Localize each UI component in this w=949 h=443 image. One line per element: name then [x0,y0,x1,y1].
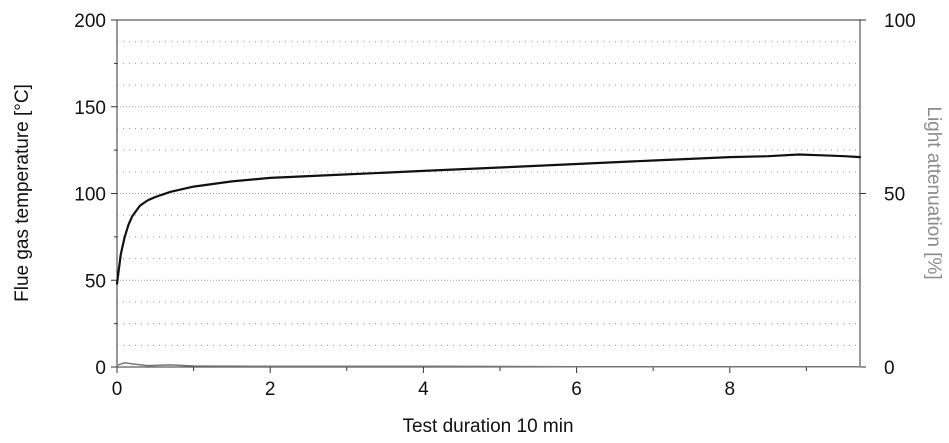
x-tick-label: 0 [112,379,123,400]
y2-tick-label: 50 [884,185,905,206]
gridlines [117,41,860,346]
y2-axis-title: Light attenuation [%] [923,106,944,279]
y-tick-label: 100 [74,185,106,206]
series-layer [115,153,862,368]
tick-labels: 0 50 100 150 200 0 50 100 0 2 4 6 8 [74,11,915,400]
y-tick-label: 150 [74,98,106,119]
y2-tick-label: 0 [884,358,895,379]
y2-tick-label: 100 [884,11,916,32]
x-tick-label: 2 [265,379,276,400]
axis-ticks [111,19,866,373]
y-tick-label: 50 [85,271,106,292]
y-axis-title: Flue gas temperature [°C] [12,84,33,302]
y-tick-label: 200 [74,11,106,32]
y-tick-label: 0 [95,358,106,379]
series-line-light-attenuation [116,362,861,368]
x-tick-label: 6 [571,379,582,400]
x-axis-title: Test duration 10 min [402,416,573,437]
series-line-flue-gas-temperature [115,153,862,285]
x-tick-label: 4 [418,379,429,400]
x-tick-label: 8 [724,379,735,400]
